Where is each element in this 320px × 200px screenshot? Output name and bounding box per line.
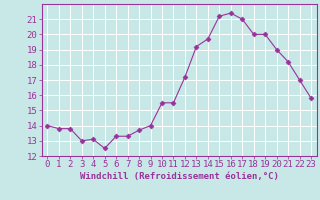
X-axis label: Windchill (Refroidissement éolien,°C): Windchill (Refroidissement éolien,°C) — [80, 172, 279, 181]
